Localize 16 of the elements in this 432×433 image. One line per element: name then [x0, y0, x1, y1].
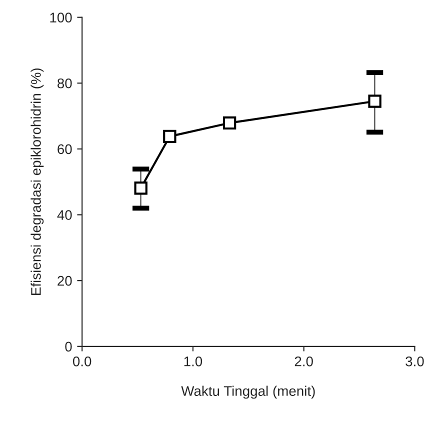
x-tick-label: 3.0: [406, 356, 424, 366]
y-tick-label: 40: [57, 210, 72, 220]
x-tick-label: 0.0: [72, 356, 92, 366]
x-tick-label: 2.0: [294, 356, 313, 366]
y-tick-label: 100: [50, 12, 72, 22]
point: [134, 182, 148, 195]
y-tick-label: 20: [58, 276, 72, 286]
point: [222, 116, 236, 130]
y-tick-label: 80: [58, 78, 72, 88]
x-axis-title: Waktu Tinggal (menit): [181, 386, 315, 399]
y-axis-title: Efisiensi degradasi epiklorohidrin (%): [30, 68, 44, 295]
point: [368, 94, 382, 108]
y-tick-label: 60: [58, 144, 72, 154]
x-tick-label: 1.0: [184, 356, 202, 366]
point: [163, 130, 176, 144]
y-tick-label: 0: [65, 342, 72, 352]
